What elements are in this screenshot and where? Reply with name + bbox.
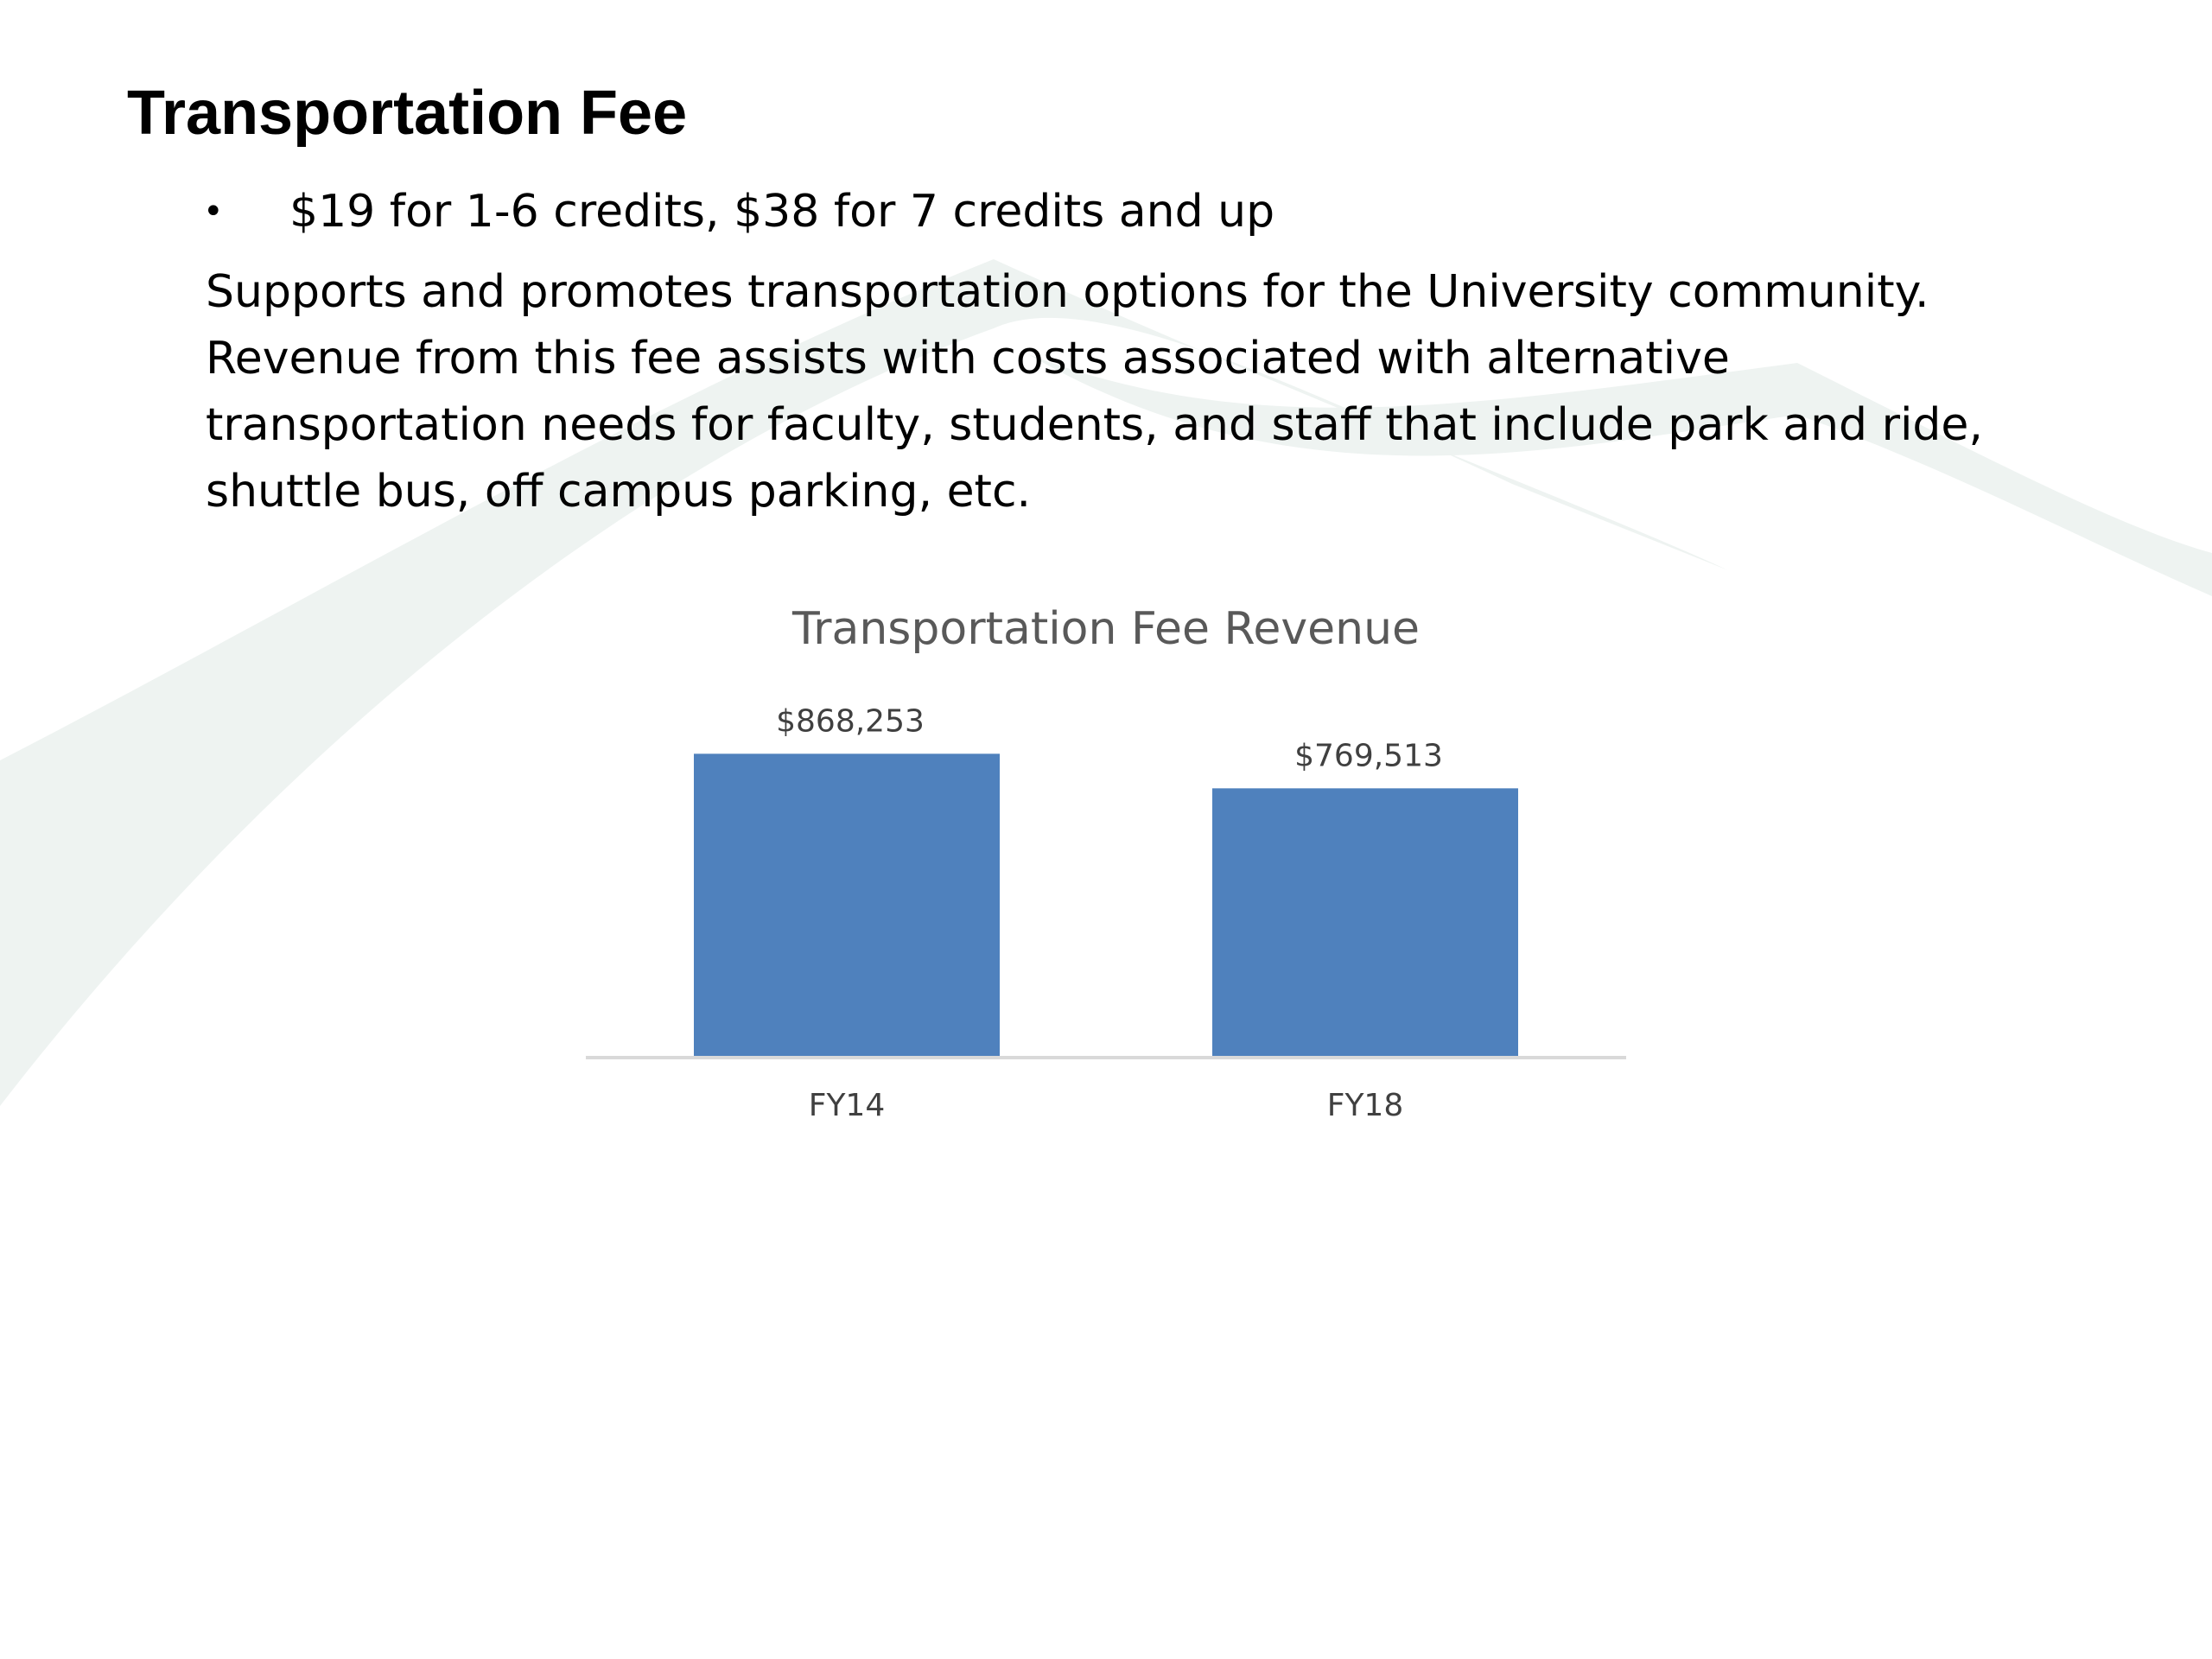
slide-title: Transportation Fee [127,79,688,148]
slide-description: Supports and promotes transportation opt… [206,266,1983,518]
bar-fy18 [1212,788,1518,1058]
bar-fy14 [694,753,1000,1058]
swoosh-band-left [0,259,1728,1106]
x-tick-label-fy14: FY14 [809,1088,886,1123]
chart-bars: $868,253 FY14 $769,513 FY18 [694,703,1518,1123]
bullet-text: $19 for 1-6 credits, $38 for 7 credits a… [289,186,1275,238]
data-label-fy18: $769,513 [1294,738,1443,773]
swoosh-band-right [1028,354,2212,596]
bullet-item: • $19 for 1-6 credits, $38 for 7 credits… [203,181,1274,242]
data-label-fy14: $868,253 [776,703,925,739]
chart-title: Transportation Fee Revenue [791,603,1420,655]
x-tick-label-fy18: FY18 [1327,1088,1404,1123]
bullet-dot-icon: • [203,192,224,232]
